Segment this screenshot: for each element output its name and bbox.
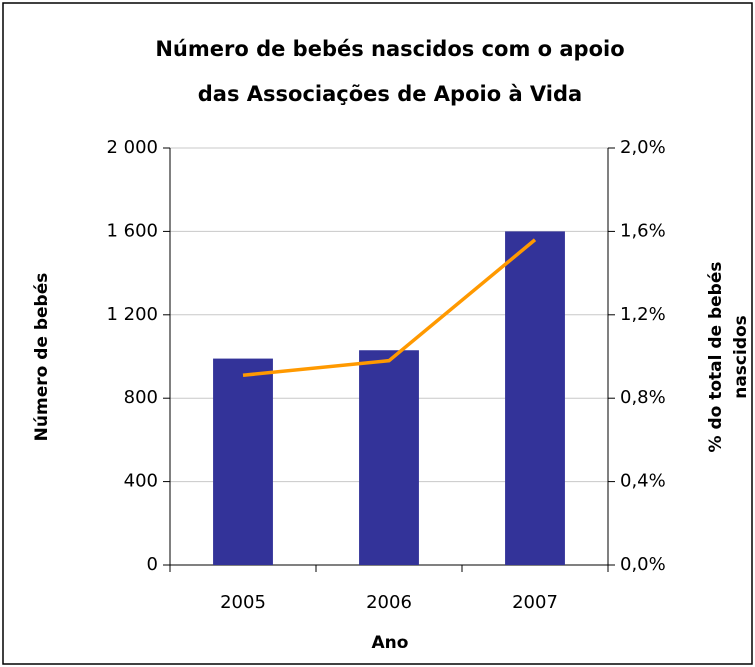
line bbox=[242, 238, 537, 378]
y-tick-label: 1 600 bbox=[106, 220, 158, 241]
y-axis-label: Número de bebés bbox=[32, 273, 52, 442]
x-tick-label: 2007 bbox=[512, 592, 558, 613]
bar bbox=[359, 350, 419, 565]
y2-tick-label: 0,0% bbox=[620, 554, 666, 575]
y-tick-label: 0 bbox=[147, 554, 158, 575]
y2-tick-label: 0,8% bbox=[620, 387, 666, 408]
x-tick-label: 2005 bbox=[220, 592, 266, 613]
y2-tick-label: 1,2% bbox=[620, 304, 666, 325]
x-axis-label: Ano bbox=[372, 633, 409, 653]
y2-axis-label: nascidos bbox=[731, 315, 751, 399]
bar bbox=[213, 358, 273, 565]
chart-title: Número de bebés nascidos com o apoio bbox=[155, 37, 624, 61]
chart-title: das Associações de Apoio à Vida bbox=[198, 82, 582, 106]
y-tick-label: 2 000 bbox=[106, 137, 158, 158]
y2-axis-label: % do total de bebés bbox=[706, 261, 726, 452]
x-tick-label: 2006 bbox=[366, 592, 412, 613]
y-tick-label: 1 200 bbox=[106, 304, 158, 325]
y-tick-label: 800 bbox=[124, 387, 158, 408]
y-tick-label: 400 bbox=[124, 471, 158, 492]
y2-tick-label: 1,6% bbox=[620, 220, 666, 241]
bar bbox=[505, 231, 565, 565]
y2-tick-label: 2,0% bbox=[620, 137, 666, 158]
y2-tick-label: 0,4% bbox=[620, 471, 666, 492]
